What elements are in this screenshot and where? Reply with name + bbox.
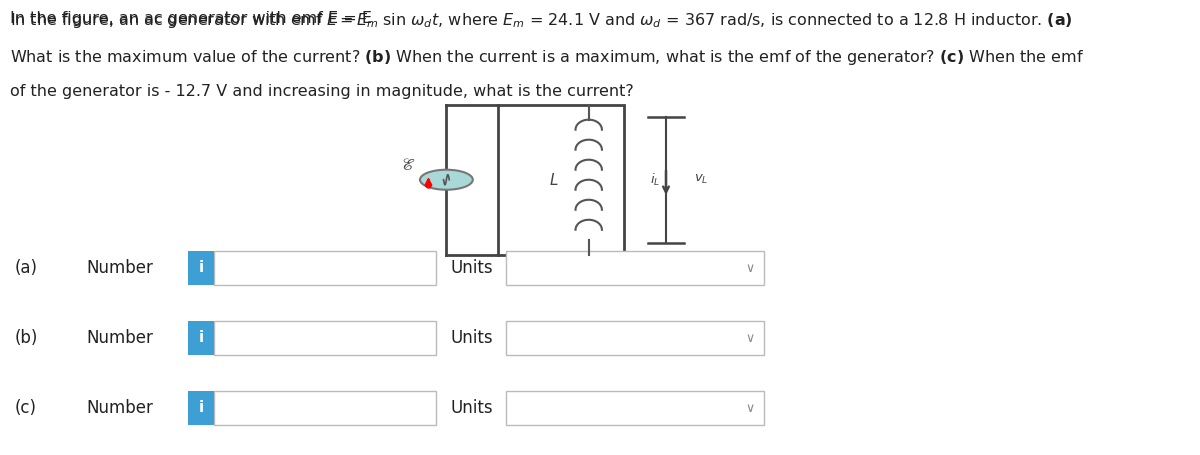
Text: Units: Units <box>450 399 493 417</box>
Text: Units: Units <box>450 329 493 347</box>
Text: In the figure, an ac generator with emf $E = E_m$ sin $\omega_d t$, where $E_m$ : In the figure, an ac generator with emf … <box>10 11 1073 30</box>
Text: Units: Units <box>450 259 493 277</box>
Text: $i_L$: $i_L$ <box>649 172 660 188</box>
Text: (b): (b) <box>14 329 37 347</box>
FancyBboxPatch shape <box>506 251 764 285</box>
Text: Number: Number <box>86 329 154 347</box>
Circle shape <box>420 170 473 190</box>
Text: i: i <box>198 400 204 415</box>
Text: In the figure, an ac generator with emf E = E: In the figure, an ac generator with emf … <box>10 11 372 26</box>
FancyBboxPatch shape <box>188 321 214 355</box>
FancyBboxPatch shape <box>188 251 214 285</box>
Text: What is the maximum value of the current? $\mathbf{(b)}$ When the current is a m: What is the maximum value of the current… <box>10 48 1084 67</box>
FancyBboxPatch shape <box>188 391 214 425</box>
Bar <box>498 105 624 255</box>
FancyBboxPatch shape <box>214 321 436 355</box>
FancyBboxPatch shape <box>214 251 436 285</box>
Text: (c): (c) <box>14 399 36 417</box>
Text: (a): (a) <box>14 259 37 277</box>
Text: ∨: ∨ <box>745 332 755 344</box>
Text: ∨: ∨ <box>745 262 755 274</box>
FancyBboxPatch shape <box>506 321 764 355</box>
Text: i: i <box>198 330 204 345</box>
Text: of the generator is - 12.7 V and increasing in magnitude, what is the current?: of the generator is - 12.7 V and increas… <box>10 84 634 99</box>
Text: i: i <box>198 261 204 275</box>
FancyBboxPatch shape <box>214 391 436 425</box>
Text: ∨: ∨ <box>745 401 755 415</box>
FancyBboxPatch shape <box>506 391 764 425</box>
Text: $\mathscr{E}$: $\mathscr{E}$ <box>401 156 415 174</box>
Text: Number: Number <box>86 259 154 277</box>
Text: $v_L$: $v_L$ <box>694 173 708 186</box>
Text: $L$: $L$ <box>550 172 559 188</box>
Text: Number: Number <box>86 399 154 417</box>
